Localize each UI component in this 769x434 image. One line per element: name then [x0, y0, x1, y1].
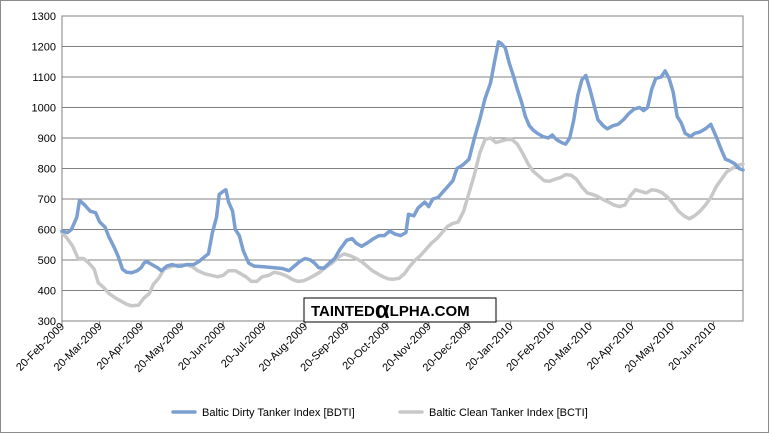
y-tick-label: 700: [38, 194, 56, 206]
x-axis-tick-labels: 20-Feb-200920-Mar-200920-Apr-200920-May-…: [14, 321, 718, 375]
watermark-prefix: TAINTED: [311, 303, 375, 320]
y-tick-label: 400: [38, 286, 56, 298]
series-line-bcti: [60, 136, 745, 308]
y-tick-label: 1300: [32, 11, 56, 23]
y-tick-label: 900: [38, 133, 56, 145]
y-tick-label: 1000: [32, 103, 56, 115]
y-tick-label: 300: [38, 316, 56, 328]
series-layer: [60, 40, 745, 308]
y-tick-label: 800: [38, 164, 56, 176]
watermark-logo: TAINTEDαLPHA.COM: [303, 297, 497, 324]
x-axis-ticks: [61, 321, 714, 325]
watermark-suffix: LPHA.COM: [390, 303, 470, 320]
legend: Baltic Dirty Tanker Index [BDTI] Baltic C…: [171, 407, 588, 419]
y-tick-label: 1200: [32, 42, 56, 54]
watermark-alpha: α: [375, 297, 390, 324]
y-tick-label: 1100: [32, 72, 56, 84]
legend-label-bdti: Baltic Dirty Tanker Index [BDTI]: [202, 407, 355, 419]
y-tick-label: 600: [38, 225, 56, 237]
svg-text:TAINTEDαLPHA.COM: TAINTEDαLPHA.COM: [311, 297, 470, 324]
series-line-bdti: [60, 40, 745, 275]
y-tick-label: 500: [38, 255, 56, 267]
legend-label-bcti: Baltic Clean Tanker Index [BCTI]: [429, 407, 588, 419]
y-axis-tick-labels: 300 400 500 600 700 800 900 1000 1100 1200 1300: [32, 11, 56, 328]
